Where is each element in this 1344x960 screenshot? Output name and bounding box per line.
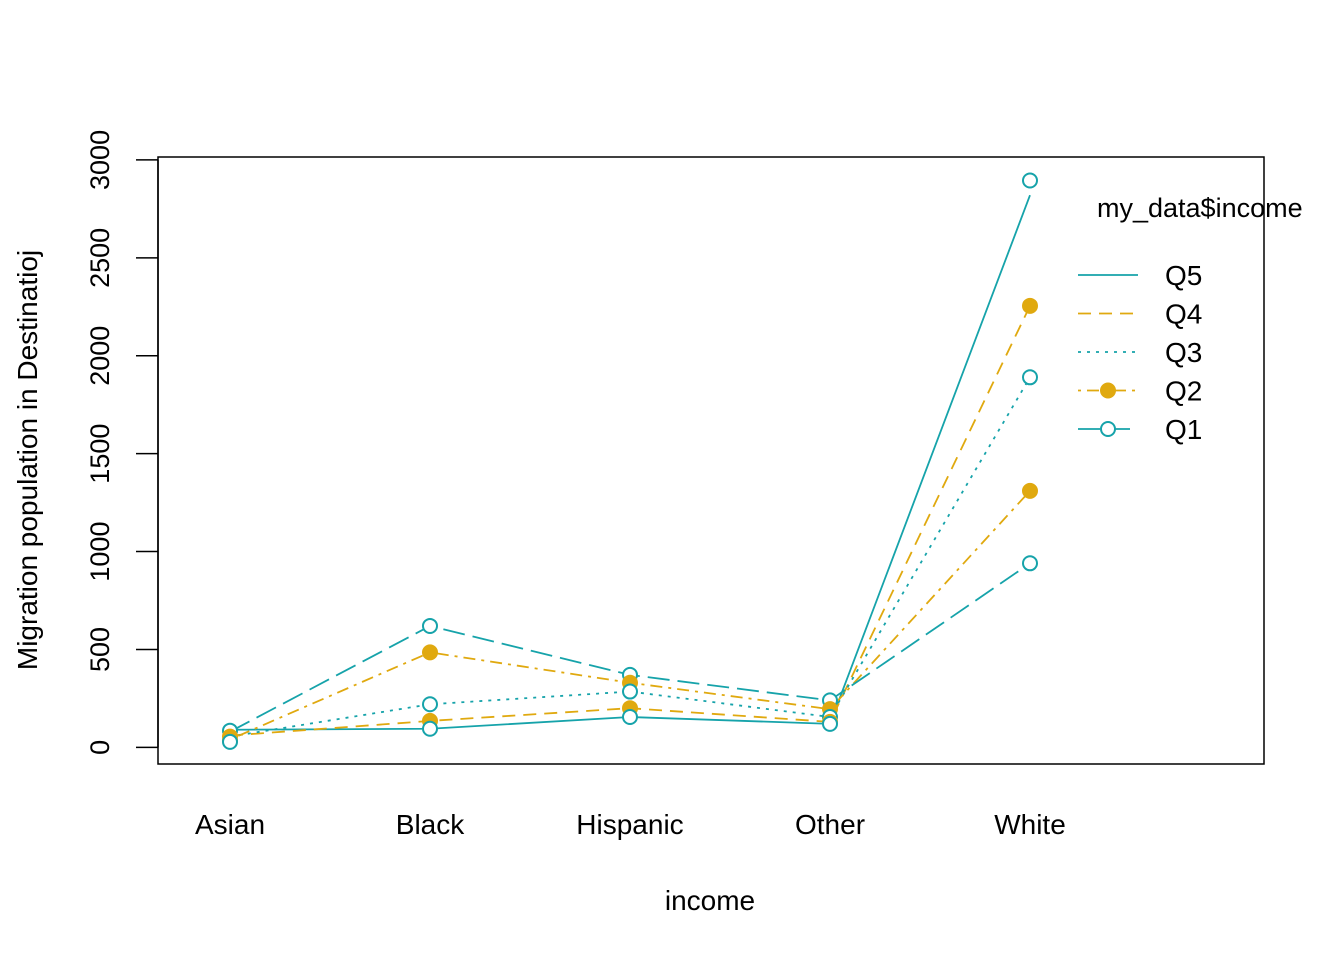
series-line-q5 <box>229 194 1031 731</box>
data-point <box>1022 369 1038 386</box>
legend-label: Q3 <box>1165 337 1202 368</box>
y-tick-label: 3000 <box>85 130 115 190</box>
y-tick-label: 1500 <box>85 424 115 484</box>
y-tick-label: 500 <box>85 627 115 672</box>
data-point <box>1022 555 1038 572</box>
data-point <box>822 715 838 732</box>
x-tick-label: Other <box>795 809 865 840</box>
series-lines <box>229 194 1031 741</box>
data-point <box>622 683 638 700</box>
data-point <box>622 709 638 726</box>
x-axis-label: income <box>665 885 755 916</box>
series-line-q3 <box>229 376 1031 738</box>
x-tick-label: Asian <box>195 809 265 840</box>
x-tick-label: Hispanic <box>576 809 683 840</box>
legend-label: Q1 <box>1165 414 1202 445</box>
data-point <box>422 696 438 713</box>
y-axis: 0 500 1000 1500 2000 2500 3000 <box>85 130 159 755</box>
data-point <box>422 720 438 737</box>
y-tick-label: 2000 <box>85 326 115 386</box>
y-tick-label: 2500 <box>85 228 115 288</box>
data-point <box>1022 482 1038 499</box>
legend-label: Q5 <box>1165 260 1202 291</box>
legend-marker <box>1100 382 1116 399</box>
x-axis: Asian Black Hispanic Other White <box>195 809 1066 840</box>
legend-label: Q2 <box>1165 376 1202 407</box>
data-points <box>222 172 1038 750</box>
data-point <box>422 644 438 661</box>
legend-title: my_data$income <box>1097 193 1303 223</box>
data-point <box>1022 297 1038 314</box>
x-tick-label: White <box>994 809 1066 840</box>
y-tick-label: 0 <box>85 740 115 755</box>
legend-label: Q4 <box>1165 299 1202 330</box>
data-point <box>222 733 238 750</box>
legend-marker <box>1100 421 1116 437</box>
data-point <box>1022 172 1038 189</box>
plot-frame <box>157 156 1265 765</box>
x-tick-label: Black <box>396 809 465 840</box>
legend: my_data$income Q5 Q4 Q3 Q2 Q1 <box>1078 193 1303 445</box>
y-axis-label: Migration population in Destinatioj <box>12 250 43 670</box>
data-point <box>422 617 438 634</box>
y-tick-label: 1000 <box>85 522 115 582</box>
